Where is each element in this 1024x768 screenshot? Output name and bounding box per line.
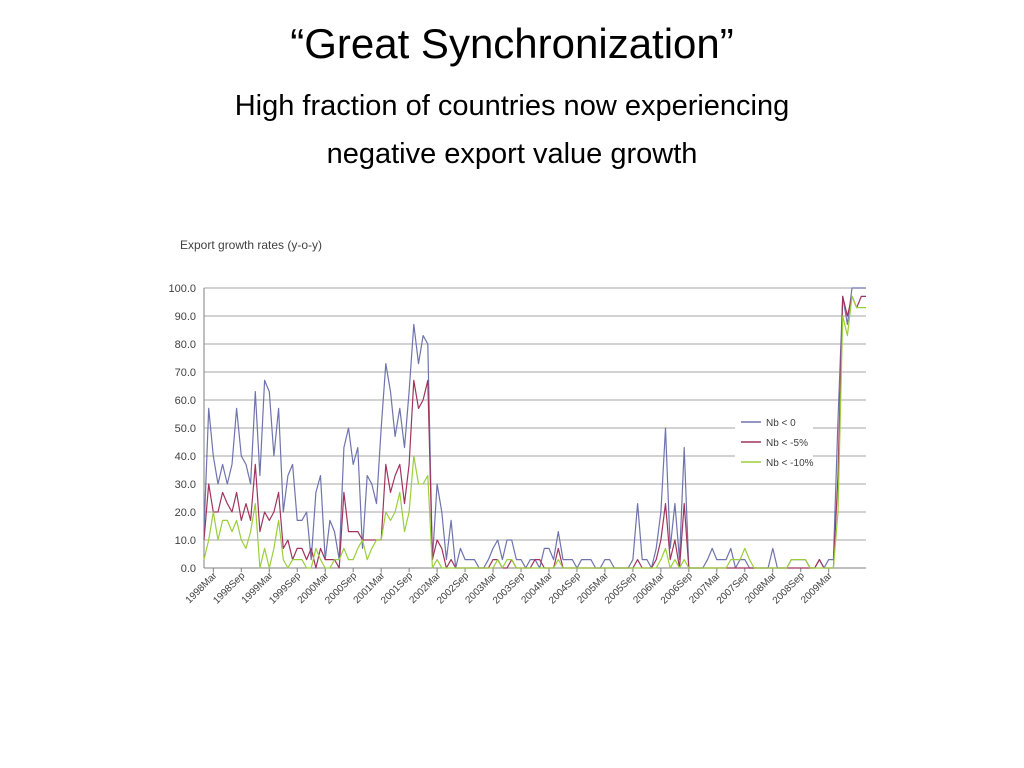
- chart-legend: Nb < 0 Nb < -5% Nb < -10%: [735, 410, 814, 470]
- y-tick-label: 30.0: [175, 479, 196, 491]
- y-tick-label: 10.0: [175, 535, 196, 547]
- y-tick-label: 80.0: [175, 339, 196, 351]
- y-tick-label: 0.0: [181, 563, 196, 575]
- y-tick-label: 50.0: [175, 423, 196, 435]
- slide-title: “Great Synchronization”: [290, 20, 734, 67]
- y-tick-label: 100.0: [168, 283, 196, 295]
- y-tick-label: 20.0: [175, 507, 196, 519]
- legend-label: Nb < 0: [766, 418, 796, 429]
- slide-subtitle-line2: negative export value growth: [326, 138, 698, 170]
- y-tick-label: 40.0: [175, 451, 196, 463]
- series-line-3: [203, 295, 866, 569]
- y-tick-label: 60.0: [175, 395, 196, 407]
- y-tick-label: 90.0: [175, 311, 196, 323]
- legend-label: Nb < -5%: [766, 438, 808, 449]
- legend-box: [735, 410, 813, 470]
- legend-label: Nb < -10%: [766, 458, 814, 469]
- y-axis: 0.0 10.0 20.0 30.0 40.0 50.0 60.0 70.0 80.0 90.0 1…: [168, 283, 205, 575]
- y-tick-label: 70.0: [175, 367, 196, 379]
- chart-title: Export growth rates (y-o-y): [180, 238, 322, 252]
- chart-series: [203, 287, 866, 569]
- x-tick-label: 2009Mar: [799, 570, 835, 606]
- x-axis: 1998Mar1998Sep1999Mar1999Sep2000Mar2000S…: [184, 567, 866, 606]
- slide-subtitle-line1: High fraction of countries now experienc…: [234, 90, 790, 122]
